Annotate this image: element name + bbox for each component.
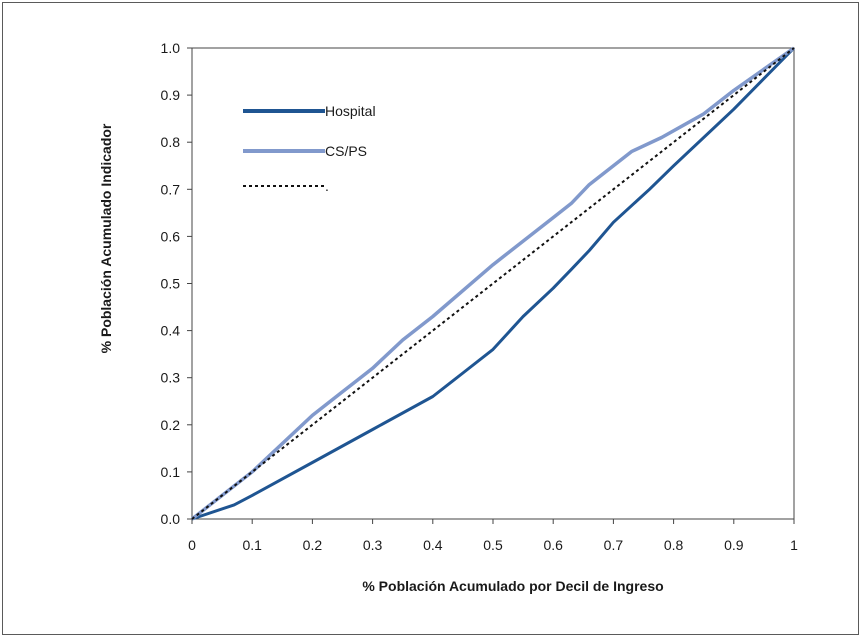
- y-tick-label: 0.8: [161, 134, 181, 150]
- x-tick-label: 0.8: [664, 537, 684, 553]
- x-tick-label: 0.5: [483, 537, 503, 553]
- y-tick-label: 0.4: [161, 323, 181, 339]
- series-line-0: [191, 46, 796, 521]
- y-axis-title: % Población Acumulado Indicador: [98, 123, 114, 353]
- y-tick-label: 0.0: [161, 511, 181, 527]
- legend: Hospital CS/PS.: [243, 103, 376, 194]
- series-line-2: [191, 47, 795, 520]
- x-axis-ticks: 0 0.1 0.2 0.3 0.4 0.5 0.6 0.7 0.8 0.9 1: [188, 519, 798, 553]
- y-tick-label: 0.9: [161, 87, 181, 103]
- x-tick-label: 0: [188, 537, 196, 553]
- x-tick-label: 0.2: [303, 537, 323, 553]
- y-tick-label: 0.3: [161, 370, 181, 386]
- x-tick-label: 0.4: [423, 537, 443, 553]
- series-line-1: [190, 46, 796, 521]
- x-tick-label: 0.6: [543, 537, 563, 553]
- x-tick-label: 1: [790, 537, 798, 553]
- x-tick-label: 0.9: [724, 537, 744, 553]
- x-tick-label: 0.7: [604, 537, 624, 553]
- x-axis-title: % Población Acumulado por Decil de Ingre…: [362, 578, 663, 594]
- lorenz-line-chart: 0.00.10.20.30.40.50.60.70.80.91.0 0 0.1 0.…: [98, 40, 798, 594]
- legend-label: .: [325, 178, 329, 194]
- legend-label: Hospital: [325, 103, 376, 119]
- x-tick-label: 0.1: [242, 537, 262, 553]
- y-axis-ticks: 0.0 0.1 0.2 0.3 0.4 0.5 0.6 0.7 0.8 0.9 1.0: [161, 40, 192, 527]
- x-tick-label: 0.3: [363, 537, 383, 553]
- y-tick-label: 0.7: [161, 181, 181, 197]
- legend-label: CS/PS: [325, 143, 367, 159]
- y-tick-label: 0.5: [161, 276, 181, 292]
- y-tick-label: 1.0: [161, 40, 181, 56]
- y-tick-label: 0.2: [161, 417, 181, 433]
- y-tick-label: 0.6: [161, 228, 181, 244]
- y-tick-label: 0.1: [161, 464, 181, 480]
- series-lines: [190, 46, 796, 521]
